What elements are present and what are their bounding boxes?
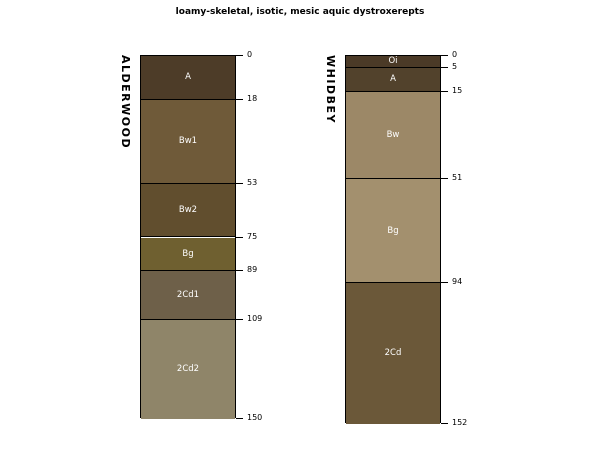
figure-title: loamy-skeletal, isotic, mesic aquic dyst… <box>175 7 425 17</box>
horizon-oi: Oi <box>346 56 440 69</box>
depth-tick-label: 152 <box>452 417 468 427</box>
horizon-bg: Bg <box>141 237 235 272</box>
horizon-label: Bg <box>182 248 194 259</box>
horizon-2cd2: 2Cd2 <box>141 319 235 419</box>
horizon-label: 2Cd2 <box>176 364 200 375</box>
profile-whidbey: WHIDBEY Oi A Bw Bg 2Cd 0 5 15 51 94 152 <box>324 51 467 427</box>
horizon-a: A <box>346 68 440 93</box>
depth-tick <box>236 318 243 320</box>
horizon-2cd1: 2Cd1 <box>141 271 235 320</box>
horizon-a: A <box>141 56 235 100</box>
depth-tick-label: 89 <box>247 265 258 275</box>
depth-tick <box>236 270 243 272</box>
depth-tick <box>236 236 243 238</box>
depth-tick <box>441 55 448 56</box>
horizon-label: Bg <box>387 225 399 236</box>
depth-tick-label: 51 <box>452 173 463 183</box>
horizon-bw1: Bw1 <box>141 99 235 185</box>
horizon-label: A <box>390 74 396 85</box>
depth-tick <box>236 183 243 185</box>
horizon-label: Bw2 <box>178 205 198 216</box>
depth-tick-label: 0 <box>452 50 458 59</box>
horizon-2cd: 2Cd <box>346 283 440 424</box>
depth-tick-label: 75 <box>247 231 258 241</box>
horizon-label: Bw <box>386 130 400 141</box>
profile-body: Oi A Bw Bg 2Cd <box>345 55 441 424</box>
horizon-label: 2Cd <box>384 348 402 359</box>
depth-tick-label: 109 <box>247 313 263 323</box>
horizon-bg: Bg <box>346 179 440 284</box>
profile-alderwood: ALDERWOOD A Bw1 Bw2 Bg 2Cd1 2Cd2 0 18 53 75 89 109… <box>119 51 262 422</box>
depth-tick-label: 150 <box>247 413 263 422</box>
depth-tick-label: 94 <box>452 277 463 287</box>
profile-name-label: ALDERWOOD <box>119 55 132 150</box>
profile-name-label: WHIDBEY <box>324 55 337 124</box>
depth-tick-label: 53 <box>247 178 258 188</box>
depth-tick <box>236 98 243 100</box>
horizon-label: Bw1 <box>178 136 198 147</box>
horizon-label: 2Cd1 <box>176 289 200 300</box>
depth-tick-label: 0 <box>247 50 253 59</box>
depth-tick <box>236 418 243 419</box>
depth-tick <box>441 91 448 93</box>
depth-tick <box>441 67 448 69</box>
depth-tick-label: 15 <box>452 86 463 96</box>
horizon-label: Oi <box>388 56 398 67</box>
depth-tick-label: 5 <box>452 62 458 72</box>
depth-tick <box>236 55 243 56</box>
horizon-label: A <box>185 72 191 83</box>
depth-tick <box>441 282 448 284</box>
depth-tick <box>441 422 448 424</box>
profile-body: A Bw1 Bw2 Bg 2Cd1 2Cd2 <box>140 55 236 419</box>
depth-tick <box>441 178 448 180</box>
horizon-bw: Bw <box>346 92 440 180</box>
horizon-bw2: Bw2 <box>141 184 235 238</box>
depth-tick-label: 18 <box>247 93 258 103</box>
